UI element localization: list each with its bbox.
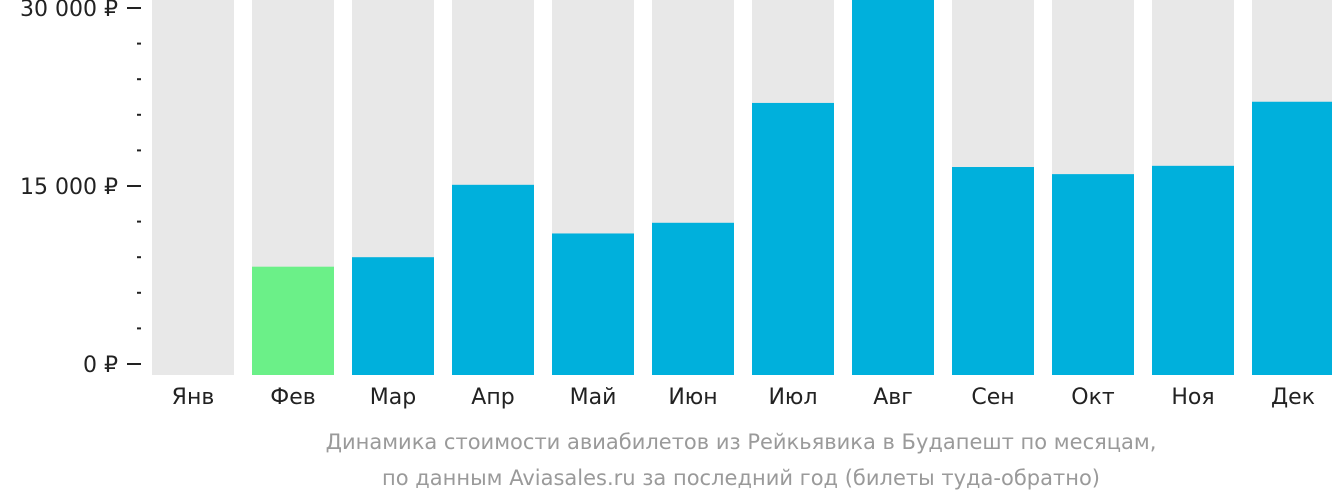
x-tick-label: Июн	[668, 385, 717, 410]
y-tick-label: 0 ₽	[83, 353, 118, 378]
x-tick-label: Апр	[471, 385, 514, 410]
bar-8[interactable]	[852, 0, 934, 375]
bar-7[interactable]	[752, 102, 834, 375]
chart-caption-line-1: Динамика стоимости авиабилетов из Рейкья…	[325, 430, 1157, 454]
bar-12[interactable]	[1252, 101, 1332, 375]
x-tick-label: Мар	[370, 385, 416, 410]
x-tick-label: Янв	[172, 385, 215, 410]
bar-4[interactable]	[452, 184, 534, 375]
x-tick-label: Июл	[768, 385, 817, 410]
y-tick-label: 30 000 ₽	[20, 0, 118, 22]
bar-11[interactable]	[1152, 165, 1234, 375]
x-tick-label: Фев	[270, 385, 315, 410]
bar-9[interactable]	[952, 167, 1034, 375]
bar-chart-svg: 0 ₽ 15 000 ₽ 30 000 ₽ Янв Фев Мар Апр Май Июн Ию…	[20, 0, 1332, 410]
bar-3[interactable]	[352, 257, 434, 375]
bar-background-1	[152, 0, 234, 375]
chart-caption-line-2: по данным Aviasales.ru за последний год …	[382, 466, 1100, 490]
x-tick-label: Сен	[971, 385, 1014, 410]
bar-5[interactable]	[552, 233, 634, 375]
y-tick-label: 15 000 ₽	[20, 175, 118, 200]
x-tick-label: Дек	[1271, 385, 1315, 410]
bar-2[interactable]	[252, 266, 334, 375]
x-tick-label: Авг	[873, 385, 913, 410]
x-tick-label: Окт	[1071, 385, 1115, 410]
x-tick-label: Май	[570, 385, 617, 410]
x-tick-label: Ноя	[1171, 385, 1214, 410]
bar-6[interactable]	[652, 222, 734, 375]
bar-10[interactable]	[1052, 174, 1134, 375]
